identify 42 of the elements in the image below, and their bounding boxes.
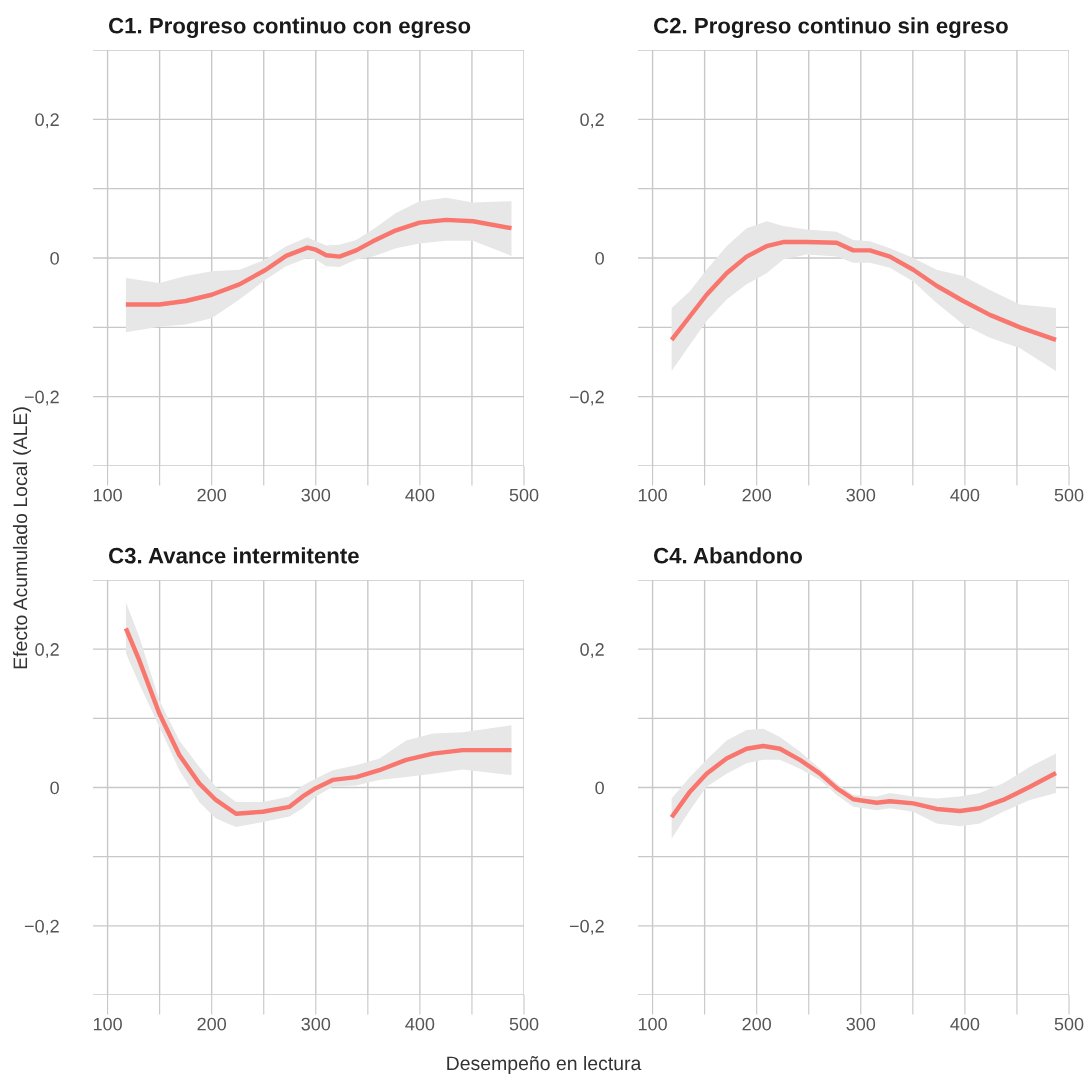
x-tick-label: 500	[509, 1017, 539, 1031]
x-tick-label: 200	[742, 488, 772, 502]
x-tick-label: 200	[197, 488, 227, 502]
chart-title: C3. Avance intermitente	[109, 547, 359, 564]
x-tick-label: 500	[509, 488, 539, 502]
y-tick-label: −0,2	[24, 390, 59, 406]
y-tick-label: −0,2	[569, 390, 604, 406]
line-series	[669, 239, 1059, 343]
x-tick-label: 500	[1054, 488, 1084, 502]
x-tick-label: 100	[93, 488, 122, 502]
y-tick-label: 0	[595, 251, 604, 265]
x-tick-label: 200	[742, 1017, 772, 1031]
y-tick-label: 0,2	[35, 113, 59, 129]
y-tick-label: −0,2	[569, 919, 604, 935]
x-tick-label: 400	[950, 488, 980, 502]
x-tick-label: 400	[405, 1017, 435, 1031]
x-tick-label: 200	[197, 1017, 227, 1031]
x-tick-label: 300	[846, 488, 876, 502]
y-tick-label: 0	[50, 781, 59, 795]
chart-title: C2. Progreso continuo sin egreso	[654, 17, 1008, 39]
x-tick-label: 500	[1054, 1017, 1084, 1031]
x-axis-title: Desempeño en lectura	[447, 1055, 642, 1075]
x-tick-label: 100	[638, 1017, 667, 1031]
y-tick-label: 0,2	[580, 643, 604, 659]
x-tick-label: 300	[846, 1017, 876, 1031]
y-tick-label: −0,2	[24, 919, 59, 935]
x-tick-label: 400	[405, 488, 435, 502]
x-tick-label: 300	[301, 1017, 331, 1031]
chart-title: C4. Abandono	[654, 547, 802, 564]
y-tick-label: 0,2	[35, 643, 59, 659]
line-series	[123, 217, 514, 307]
y-tick-label: 0	[595, 781, 604, 795]
y-tick-label: 0,2	[580, 113, 604, 129]
x-tick-label: 400	[950, 1017, 980, 1031]
y-axis-title: Efecto Acumulado Local (ALE)	[12, 407, 32, 669]
line-series	[669, 743, 1059, 820]
x-tick-label: 300	[301, 488, 331, 502]
x-tick-label: 100	[93, 1017, 122, 1031]
y-tick-label: 0	[50, 251, 59, 265]
x-tick-label: 100	[638, 488, 667, 502]
chart-title: C1. Progreso continuo con egreso	[109, 17, 471, 39]
line-series	[123, 626, 514, 816]
